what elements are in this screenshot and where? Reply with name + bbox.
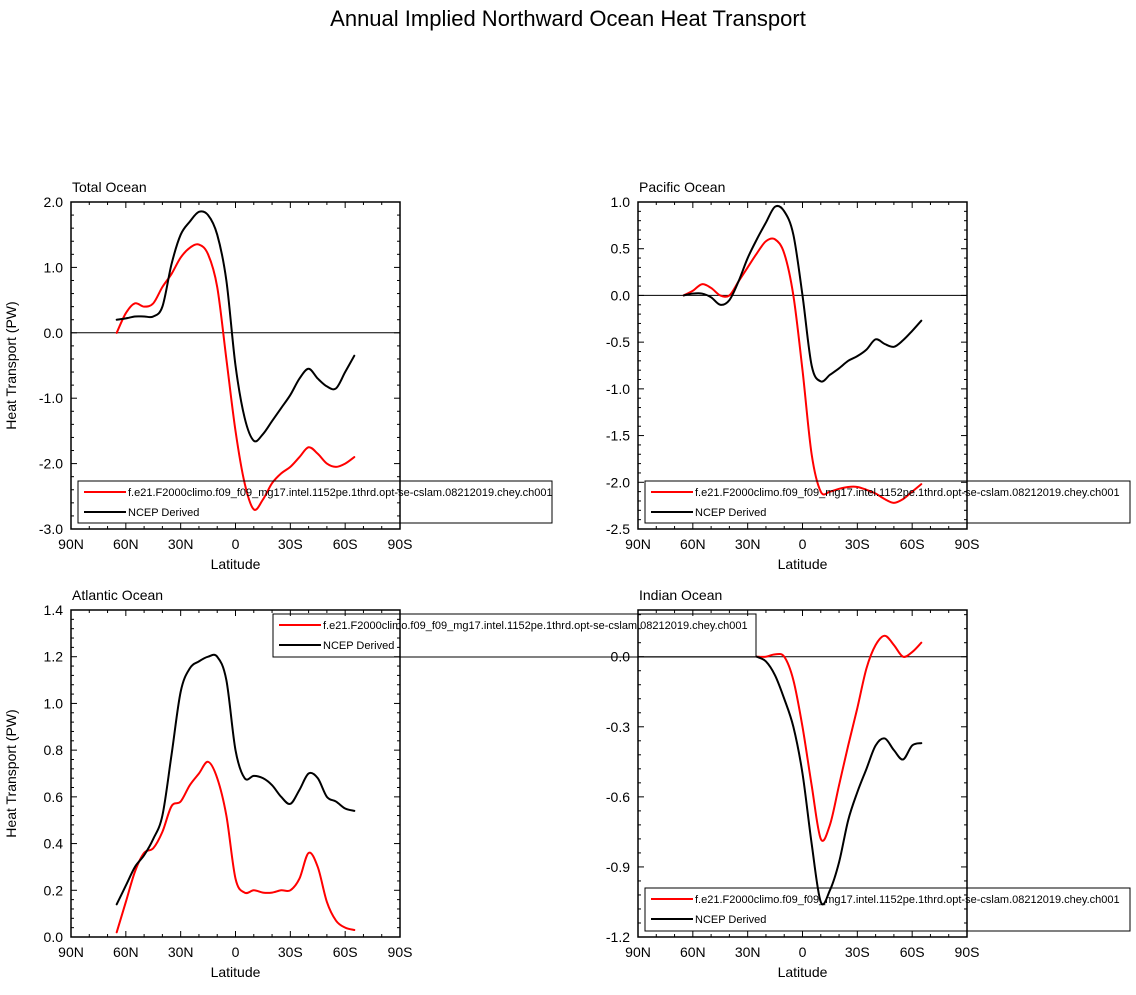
legend-box-indian-ocean bbox=[644, 887, 1131, 932]
x-tick-label-pacific-ocean: 90S bbox=[955, 536, 980, 552]
legend-box-atlantic-ocean bbox=[272, 613, 757, 658]
obs-line-total-ocean bbox=[115, 210, 356, 443]
x-tick-label-indian-ocean: 90N bbox=[625, 944, 651, 960]
x-tick-label-atlantic-ocean: 0 bbox=[232, 944, 240, 960]
x-axis-label-total-ocean: Latitude bbox=[211, 556, 261, 572]
panel-title-indian-ocean: Indian Ocean bbox=[639, 587, 722, 603]
y-tick-label-indian-ocean: -0.9 bbox=[606, 859, 630, 875]
x-tick-label-atlantic-ocean: 90N bbox=[58, 944, 84, 960]
y-tick-label-pacific-ocean: 0.5 bbox=[611, 241, 631, 257]
y-axis-label-total-ocean: Heat Transport (PW) bbox=[3, 301, 19, 429]
x-tick-label-atlantic-ocean: 60S bbox=[333, 944, 358, 960]
legend-label-obs-atlantic-ocean: NCEP Derived bbox=[323, 640, 394, 652]
y-tick-label-total-ocean: -3.0 bbox=[39, 521, 63, 537]
model-line-total-ocean bbox=[115, 243, 356, 511]
y-tick-label-total-ocean: 1.0 bbox=[44, 259, 64, 275]
y-tick-label-indian-ocean: -1.2 bbox=[606, 929, 630, 945]
model-line-atlantic-ocean bbox=[115, 760, 356, 934]
y-tick-label-total-ocean: 2.0 bbox=[44, 194, 64, 210]
y-tick-label-indian-ocean: -0.6 bbox=[606, 789, 630, 805]
x-tick-label-atlantic-ocean: 60N bbox=[113, 944, 139, 960]
y-tick-label-atlantic-ocean: 0.8 bbox=[44, 742, 64, 758]
x-tick-label-pacific-ocean: 30N bbox=[735, 536, 761, 552]
legend-label-obs-indian-ocean: NCEP Derived bbox=[695, 914, 766, 926]
y-tick-label-total-ocean: 0.0 bbox=[44, 325, 64, 341]
y-tick-label-atlantic-ocean: 1.2 bbox=[44, 649, 64, 665]
figure-title: Annual Implied Northward Ocean Heat Tran… bbox=[330, 6, 806, 31]
y-axis-label-atlantic-ocean: Heat Transport (PW) bbox=[3, 709, 19, 837]
y-tick-label-indian-ocean: -0.3 bbox=[606, 719, 630, 735]
legend-total-ocean: f.e21.F2000climo.f09_f09_mg17.intel.1152… bbox=[77, 480, 553, 524]
x-tick-label-atlantic-ocean: 30N bbox=[168, 944, 194, 960]
model-line-pacific-ocean bbox=[682, 237, 923, 504]
legend-label-obs-pacific-ocean: NCEP Derived bbox=[695, 507, 766, 519]
y-tick-label-atlantic-ocean: 0.2 bbox=[44, 882, 64, 898]
x-tick-label-indian-ocean: 90S bbox=[955, 944, 980, 960]
x-tick-label-indian-ocean: 0 bbox=[799, 944, 807, 960]
x-axis-label-indian-ocean: Latitude bbox=[778, 964, 828, 980]
x-tick-label-total-ocean: 30S bbox=[278, 536, 303, 552]
x-tick-label-indian-ocean: 30S bbox=[845, 944, 870, 960]
x-tick-label-indian-ocean: 60N bbox=[680, 944, 706, 960]
panel-atlantic-ocean: Atlantic Ocean 90N 60N 30N 0 30S 60S 90S 0.0 0.2 0… bbox=[3, 587, 757, 980]
panel-indian-ocean: Indian Ocean 90N 60N 30N 0 30S 60S 90S -1.2 -0.9 -… bbox=[606, 587, 1131, 980]
x-axis-label-atlantic-ocean: Latitude bbox=[211, 964, 261, 980]
model-line-indian-ocean bbox=[755, 634, 923, 842]
y-tick-label-pacific-ocean: -1.0 bbox=[606, 381, 630, 397]
x-tick-label-total-ocean: 30N bbox=[168, 536, 194, 552]
y-tick-label-pacific-ocean: -2.5 bbox=[606, 521, 630, 537]
y-tick-label-atlantic-ocean: 1.4 bbox=[44, 602, 64, 618]
x-tick-label-total-ocean: 0 bbox=[232, 536, 240, 552]
x-tick-label-pacific-ocean: 0 bbox=[799, 536, 807, 552]
y-tick-label-atlantic-ocean: 0.4 bbox=[44, 836, 64, 852]
obs-line-pacific-ocean bbox=[682, 204, 923, 383]
x-tick-label-pacific-ocean: 90N bbox=[625, 536, 651, 552]
obs-line-atlantic-ocean bbox=[115, 653, 356, 906]
y-tick-label-pacific-ocean: -0.5 bbox=[606, 334, 630, 350]
x-tick-label-atlantic-ocean: 90S bbox=[388, 944, 413, 960]
y-tick-label-atlantic-ocean: 1.0 bbox=[44, 695, 64, 711]
y-tick-label-pacific-ocean: -1.5 bbox=[606, 428, 630, 444]
x-axis-label-pacific-ocean: Latitude bbox=[778, 556, 828, 572]
x-tick-label-pacific-ocean: 60S bbox=[900, 536, 925, 552]
panel-title-pacific-ocean: Pacific Ocean bbox=[639, 179, 725, 195]
legend-box-pacific-ocean bbox=[644, 480, 1131, 524]
x-tick-label-pacific-ocean: 30S bbox=[845, 536, 870, 552]
y-tick-label-indian-ocean: 0.0 bbox=[611, 649, 631, 665]
legend-label-model-atlantic-ocean: f.e21.F2000climo.f09_f09_mg17.intel.1152… bbox=[323, 620, 748, 632]
x-tick-label-atlantic-ocean: 30S bbox=[278, 944, 303, 960]
panel-title-total-ocean: Total Ocean bbox=[72, 179, 147, 195]
legend-pacific-ocean: f.e21.F2000climo.f09_f09_mg17.intel.1152… bbox=[644, 480, 1131, 524]
panels: Total Ocean 90N 60N 30N 0 30S 60S 90S -3.0 -2.0 -1… bbox=[3, 179, 1131, 980]
x-tick-label-total-ocean: 90N bbox=[58, 536, 84, 552]
legend-label-model-total-ocean: f.e21.F2000climo.f09_f09_mg17.intel.1152… bbox=[128, 487, 553, 499]
y-tick-label-atlantic-ocean: 0.6 bbox=[44, 789, 64, 805]
legend-indian-ocean: f.e21.F2000climo.f09_f09_mg17.intel.1152… bbox=[644, 887, 1131, 932]
legend-box-total-ocean bbox=[77, 480, 553, 524]
panel-pacific-ocean: Pacific Ocean 90N 60N 30N 0 30S 60S 90S -2.5 -2.0… bbox=[606, 179, 1131, 572]
x-tick-label-total-ocean: 60S bbox=[333, 536, 358, 552]
y-tick-label-atlantic-ocean: 0.0 bbox=[44, 929, 64, 945]
panel-title-atlantic-ocean: Atlantic Ocean bbox=[72, 587, 163, 603]
obs-line-indian-ocean bbox=[755, 655, 923, 906]
y-tick-label-pacific-ocean: 1.0 bbox=[611, 194, 631, 210]
x-tick-label-pacific-ocean: 60N bbox=[680, 536, 706, 552]
legend-label-obs-total-ocean: NCEP Derived bbox=[128, 507, 199, 519]
x-tick-label-indian-ocean: 30N bbox=[735, 944, 761, 960]
legend-label-model-indian-ocean: f.e21.F2000climo.f09_f09_mg17.intel.1152… bbox=[695, 894, 1120, 906]
y-tick-label-total-ocean: -2.0 bbox=[39, 456, 63, 472]
panel-total-ocean: Total Ocean 90N 60N 30N 0 30S 60S 90S -3.0 -2.0 -1… bbox=[3, 179, 553, 572]
x-tick-label-total-ocean: 60N bbox=[113, 536, 139, 552]
y-tick-label-pacific-ocean: 0.0 bbox=[611, 287, 631, 303]
legend-atlantic-ocean: f.e21.F2000climo.f09_f09_mg17.intel.1152… bbox=[272, 613, 757, 658]
plot-frame-atlantic-ocean bbox=[70, 609, 401, 938]
y-tick-label-pacific-ocean: -2.0 bbox=[606, 474, 630, 490]
y-tick-label-total-ocean: -1.0 bbox=[39, 390, 63, 406]
x-tick-label-indian-ocean: 60S bbox=[900, 944, 925, 960]
legend-label-model-pacific-ocean: f.e21.F2000climo.f09_f09_mg17.intel.1152… bbox=[695, 487, 1120, 499]
x-tick-label-total-ocean: 90S bbox=[388, 536, 413, 552]
